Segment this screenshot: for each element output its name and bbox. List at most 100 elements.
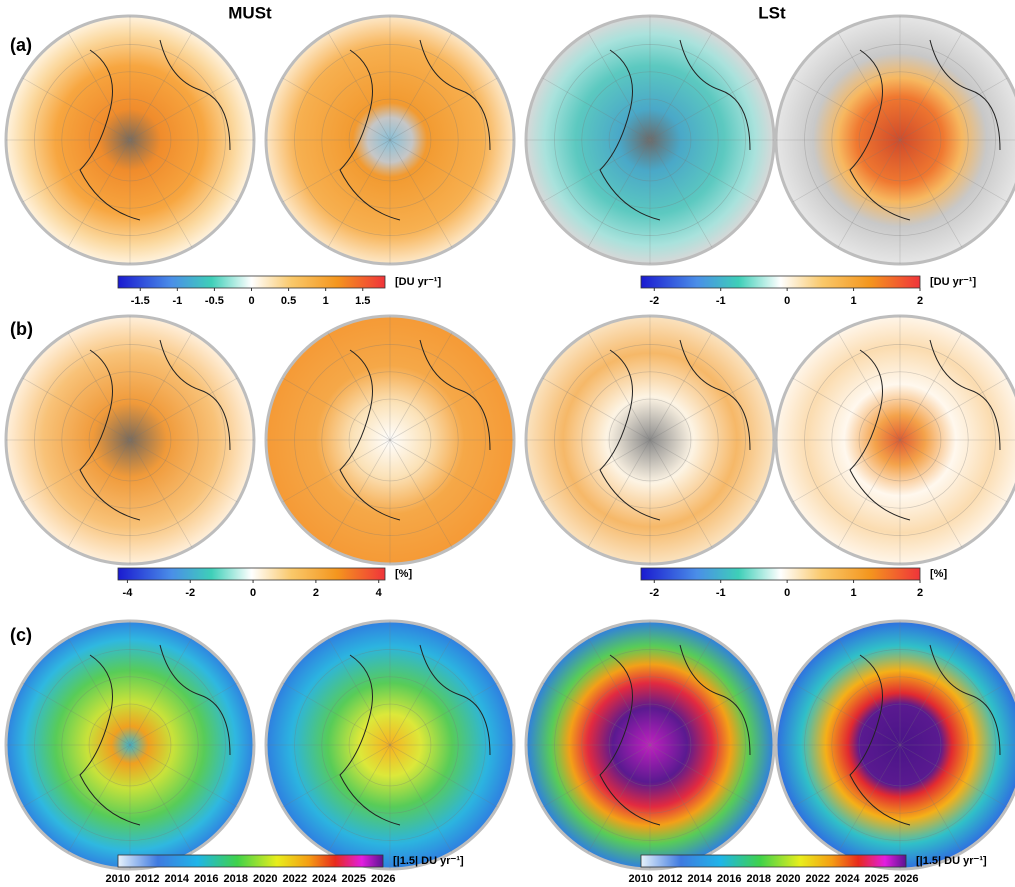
meridian: [327, 32, 453, 248]
latitude-circle: [88, 398, 172, 482]
meridian: [542, 377, 758, 503]
latitude-circle: [321, 676, 459, 814]
latitude-circle: [294, 649, 486, 841]
latitude-circle: [34, 344, 226, 536]
coastline: [599, 39, 751, 221]
maps: [4, 14, 1015, 871]
coastline: [339, 39, 491, 221]
colorbar-tick-label: 0: [784, 587, 790, 599]
meridian: [837, 637, 963, 853]
meridian: [282, 77, 498, 203]
colorbar-tick-label: 0.5: [281, 295, 296, 307]
meridian: [792, 377, 1008, 503]
meridian: [327, 332, 453, 548]
colorbar-tick-label: 2010: [106, 873, 130, 885]
latitude-circle: [831, 371, 969, 509]
latitude-circle: [831, 71, 969, 209]
meridian: [792, 682, 1008, 808]
column-title: LSt: [758, 3, 786, 22]
polar-map: [774, 14, 1015, 266]
colorbar-tick-label: 2024: [835, 873, 860, 885]
colorbar: [117, 854, 384, 868]
latitude-circle: [858, 703, 942, 787]
meridian: [282, 377, 498, 503]
meridian: [837, 332, 963, 548]
colorbar-tick-label: 2: [917, 295, 923, 307]
meridian: [542, 682, 758, 808]
meridian: [327, 32, 453, 248]
meridian: [282, 377, 498, 503]
colorbar-tick-label: 2012: [658, 873, 682, 885]
colorbar-tick-label: 2025: [865, 873, 889, 885]
meridian: [327, 332, 453, 548]
coastline: [599, 644, 751, 826]
latitude-circle: [858, 98, 942, 182]
meridian: [792, 377, 1008, 503]
meridian: [542, 377, 758, 503]
meridian: [587, 637, 713, 853]
latitude-circle: [321, 71, 459, 209]
colorbar-tick-label: -2: [649, 587, 659, 599]
colorbars: [DU yr⁻¹] -1.5 -1 -0.5 0 0.5 1 1.5 [DU yr⁻¹] -2 -1…: [106, 275, 987, 885]
polar-map: [4, 314, 256, 566]
meridian: [22, 377, 238, 503]
polar-map: [524, 14, 776, 266]
coastline: [79, 39, 231, 221]
polar-map: [4, 619, 256, 871]
colorbar-tick-label: 2022: [806, 873, 830, 885]
coastline: [339, 339, 491, 521]
meridian: [792, 682, 1008, 808]
polar-map: [264, 314, 516, 566]
colorbar-unit: [DU yr⁻¹]: [930, 276, 976, 288]
latitude-circle: [554, 649, 746, 841]
colorbar-unit: [DU yr⁻¹]: [395, 276, 441, 288]
latitude-circle: [348, 703, 432, 787]
latitude-circle: [554, 44, 746, 236]
colorbar-tick-label: 2020: [253, 873, 277, 885]
meridian: [67, 637, 193, 853]
meridian: [22, 77, 238, 203]
colorbar-tick-label: 2024: [312, 873, 337, 885]
meridian: [587, 637, 713, 853]
colorbar-tick-label: 4: [376, 587, 383, 599]
latitude-circle: [88, 703, 172, 787]
coastline: [849, 39, 1001, 221]
colorbar-tick-label: 2010: [629, 873, 653, 885]
colorbar-tick-label: 2016: [717, 873, 741, 885]
colorbar-unit: [|1.5| DU yr⁻¹]: [393, 855, 464, 867]
latitude-circle: [321, 371, 459, 509]
meridian: [587, 332, 713, 548]
meridian: [282, 682, 498, 808]
colorbar-tick-label: 2: [917, 587, 923, 599]
colorbar-tick-label: -0.5: [205, 295, 224, 307]
meridian: [67, 332, 193, 548]
latitude-circle: [554, 344, 746, 536]
coastline: [599, 339, 751, 521]
colorbar-tick-label: 2026: [894, 873, 918, 885]
colorbar-tick-label: 2016: [194, 873, 218, 885]
latitude-circle: [348, 398, 432, 482]
colorbar-tick-label: -1.5: [131, 295, 150, 307]
meridian: [587, 332, 713, 548]
meridian: [67, 32, 193, 248]
meridian: [22, 77, 238, 203]
meridian: [22, 377, 238, 503]
meridian: [67, 332, 193, 548]
polar-map: [524, 619, 776, 871]
colorbar-unit: [%]: [395, 568, 412, 580]
polar-map: [774, 314, 1015, 566]
latitude-circle: [581, 71, 719, 209]
colorbar-tick-label: 2026: [371, 873, 395, 885]
colorbar-tick-label: -2: [185, 587, 195, 599]
coastline: [79, 339, 231, 521]
colorbar: [117, 567, 386, 581]
latitude-circle: [294, 344, 486, 536]
polar-map: [524, 314, 776, 566]
meridian: [327, 637, 453, 853]
coastline: [79, 644, 231, 826]
latitude-circle: [34, 649, 226, 841]
latitude-circle: [804, 649, 996, 841]
meridian: [282, 77, 498, 203]
colorbar: [117, 275, 386, 289]
